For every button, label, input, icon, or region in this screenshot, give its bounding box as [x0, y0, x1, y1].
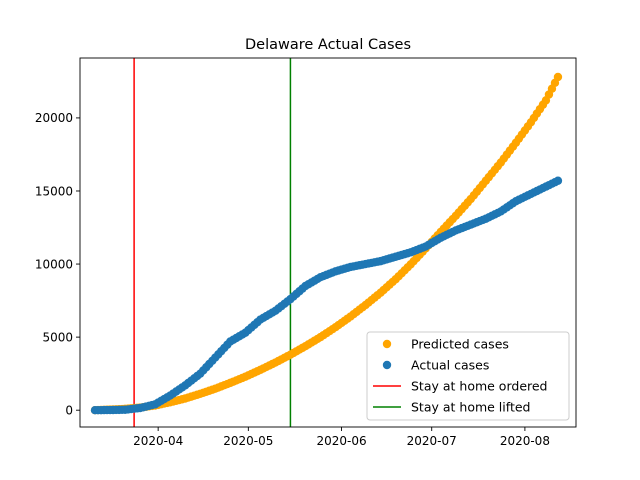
plot-area [90, 58, 563, 427]
legend: Predicted cases Actual cases Stay at home … [366, 331, 570, 421]
x-tick-label-1: 2020-05 [223, 434, 273, 448]
legend-marker-1 [382, 360, 392, 370]
y-axis: 0 5000 10000 15000 20000 [35, 111, 80, 417]
legend-marker-0 [382, 339, 392, 349]
y-tick-label-2: 10000 [35, 257, 73, 271]
y-tick-label-3: 15000 [35, 184, 73, 198]
point-0-154 [553, 72, 563, 82]
legend-label-2: Stay at home ordered [411, 379, 548, 394]
y-tick-label-0: 0 [65, 403, 73, 417]
y-tick-label-4: 20000 [35, 111, 73, 125]
legend-label-1: Actual cases [411, 358, 489, 373]
point-1-154 [553, 176, 563, 185]
x-tick-label-3: 2020-07 [407, 434, 457, 448]
legend-label-3: Stay at home lifted [411, 400, 530, 415]
legend-box [366, 331, 570, 421]
series-1 [90, 176, 563, 415]
x-tick-label-2: 2020-06 [316, 434, 366, 448]
x-tick-label-4: 2020-08 [500, 434, 550, 448]
y-tick-label-1: 5000 [42, 330, 73, 344]
chart-title: Delaware Actual Cases [245, 37, 411, 53]
legend-label-0: Predicted cases [411, 337, 509, 352]
x-axis: 2020-04 2020-05 2020-06 2020-07 2020-08 [133, 427, 550, 448]
x-tick-label-0: 2020-04 [133, 434, 183, 448]
axes-frame [79, 57, 577, 428]
